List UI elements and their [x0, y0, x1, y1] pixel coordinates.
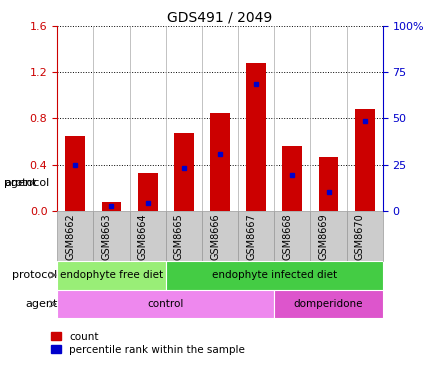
Bar — [246, 63, 266, 211]
FancyBboxPatch shape — [166, 261, 383, 290]
Text: GSM8667: GSM8667 — [246, 214, 256, 261]
Bar — [282, 146, 302, 211]
Bar — [210, 113, 230, 211]
FancyBboxPatch shape — [238, 211, 274, 261]
FancyBboxPatch shape — [347, 211, 383, 261]
FancyBboxPatch shape — [93, 211, 129, 261]
Text: protocol: protocol — [4, 178, 50, 188]
Text: GSM8665: GSM8665 — [174, 214, 184, 261]
FancyBboxPatch shape — [57, 290, 274, 318]
Text: agent: agent — [4, 178, 37, 188]
Text: protocol: protocol — [12, 270, 58, 280]
Title: GDS491 / 2049: GDS491 / 2049 — [167, 11, 273, 25]
Text: GSM8664: GSM8664 — [138, 214, 148, 260]
FancyBboxPatch shape — [57, 211, 93, 261]
Text: GSM8670: GSM8670 — [355, 214, 365, 261]
Bar — [66, 136, 85, 211]
Text: GSM8662: GSM8662 — [65, 214, 75, 261]
Bar — [138, 173, 158, 211]
Text: GSM8669: GSM8669 — [319, 214, 329, 260]
FancyBboxPatch shape — [202, 211, 238, 261]
FancyBboxPatch shape — [311, 211, 347, 261]
FancyBboxPatch shape — [274, 290, 383, 318]
FancyBboxPatch shape — [166, 211, 202, 261]
Text: endophyte free diet: endophyte free diet — [60, 270, 163, 280]
Text: agent: agent — [25, 299, 58, 309]
Text: GSM8668: GSM8668 — [282, 214, 292, 260]
Legend: count, percentile rank within the sample: count, percentile rank within the sample — [49, 330, 247, 357]
Bar — [355, 109, 375, 211]
Bar — [319, 157, 338, 211]
FancyBboxPatch shape — [129, 211, 166, 261]
FancyBboxPatch shape — [274, 211, 311, 261]
Text: GSM8663: GSM8663 — [102, 214, 111, 260]
Bar — [174, 134, 194, 211]
Text: endophyte infected diet: endophyte infected diet — [212, 270, 337, 280]
Text: domperidone: domperidone — [294, 299, 363, 309]
FancyBboxPatch shape — [57, 261, 166, 290]
Text: control: control — [147, 299, 184, 309]
Bar — [102, 202, 121, 211]
Text: GSM8666: GSM8666 — [210, 214, 220, 260]
